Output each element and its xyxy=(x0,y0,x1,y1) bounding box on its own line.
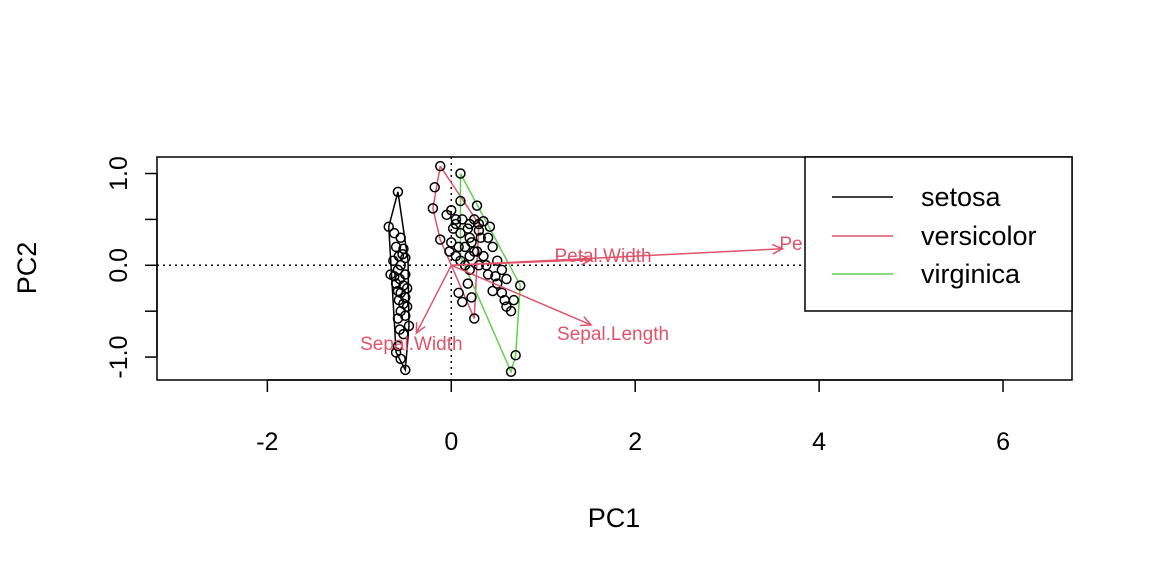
loading-label: Sepal.Length xyxy=(557,324,669,345)
point-virginica xyxy=(480,260,492,271)
x-tick-label: 4 xyxy=(812,428,826,456)
x-tick-label: 2 xyxy=(628,428,642,456)
loading-arrows: Petal.Width Pe Sepal.Length Sepal.Width xyxy=(360,234,802,355)
point-versicolor xyxy=(462,278,474,289)
point-virginica xyxy=(484,221,496,232)
loading-label: Sepal.Width xyxy=(360,334,462,355)
point-versicolor xyxy=(450,214,462,225)
point-setosa xyxy=(389,227,400,239)
point-setosa xyxy=(385,269,396,280)
y-axis-title: PC2 xyxy=(12,242,42,295)
point-versicolor xyxy=(457,214,468,225)
x-tick-label: -2 xyxy=(256,428,278,456)
hull-setosa xyxy=(387,191,410,373)
point-versicolor xyxy=(457,296,468,308)
point-virginica xyxy=(501,273,512,285)
point-setosa xyxy=(397,249,408,260)
data-points xyxy=(383,160,526,377)
point-virginica xyxy=(473,225,485,236)
x-axis: -2 0 2 4 6 xyxy=(256,379,1010,456)
point-setosa xyxy=(403,320,415,332)
legend-box xyxy=(804,156,1073,312)
point-virginica xyxy=(505,366,517,377)
loading-arrow-petal-length xyxy=(451,248,783,267)
point-versicolor xyxy=(427,203,439,214)
loading-arrow-sepal-width xyxy=(415,264,452,334)
legend-label-setosa: setosa xyxy=(921,182,1002,212)
legend-label-versicolor: versicolor xyxy=(921,221,1037,251)
arrowhead xyxy=(580,316,593,327)
point-setosa xyxy=(395,232,406,244)
point-setosa xyxy=(392,186,404,198)
point-setosa xyxy=(390,241,402,253)
point-setosa xyxy=(400,364,411,376)
legend-label-virginica: virginica xyxy=(921,259,1021,289)
x-tick-label: 0 xyxy=(444,428,458,456)
point-versicolor xyxy=(453,241,464,253)
point-virginica xyxy=(492,255,503,266)
point-versicolor xyxy=(462,223,474,234)
point-virginica xyxy=(496,287,508,299)
point-virginica xyxy=(471,246,483,257)
x-tick-label: 6 xyxy=(996,428,1010,456)
point-setosa xyxy=(400,310,411,322)
point-setosa xyxy=(383,221,394,232)
point-versicolor xyxy=(434,234,446,245)
y-tick-label: 0.0 xyxy=(105,248,133,283)
point-versicolor xyxy=(464,264,475,276)
hull-versicolor xyxy=(432,165,480,319)
point-virginica xyxy=(473,260,485,271)
point-versicolor xyxy=(455,227,466,239)
point-virginica xyxy=(499,294,510,306)
point-virginica xyxy=(505,305,517,317)
point-virginica xyxy=(466,237,477,248)
point-virginica xyxy=(482,232,494,244)
point-virginica xyxy=(487,241,498,253)
point-virginica xyxy=(510,349,521,361)
point-setosa xyxy=(390,278,402,289)
point-setosa xyxy=(395,353,406,365)
legend: setosa versicolor virginica xyxy=(804,156,1073,312)
point-setosa xyxy=(388,255,399,266)
point-virginica xyxy=(478,215,489,227)
point-versicolor xyxy=(446,204,457,216)
point-virginica xyxy=(508,294,520,306)
point-versicolor xyxy=(464,250,475,262)
point-virginica xyxy=(455,168,466,179)
point-virginica xyxy=(514,280,526,291)
point-virginica xyxy=(490,271,501,282)
point-setosa xyxy=(392,313,404,324)
point-versicolor xyxy=(469,313,480,324)
arrowhead xyxy=(580,254,593,266)
point-versicolor xyxy=(434,160,446,172)
point-versicolor xyxy=(453,287,464,299)
y-tick-label: 1.0 xyxy=(105,156,133,191)
point-setosa xyxy=(392,340,404,352)
arrowhead xyxy=(771,243,785,255)
point-virginica xyxy=(471,200,483,211)
loading-arrow-sepal-length xyxy=(450,264,592,326)
point-virginica xyxy=(496,264,508,276)
point-virginica xyxy=(487,285,498,297)
point-setosa xyxy=(398,328,409,340)
point-versicolor xyxy=(429,182,440,193)
point-versicolor xyxy=(455,195,466,207)
y-tick-label: -1.0 xyxy=(105,336,133,379)
point-versicolor xyxy=(466,292,477,303)
point-virginica xyxy=(464,218,475,230)
x-axis-title: PC1 xyxy=(588,503,641,533)
y-axis: -1.0 0.0 1.0 xyxy=(105,156,158,379)
loading-label: Petal.Width xyxy=(554,246,651,267)
arrowhead xyxy=(415,322,426,335)
point-virginica xyxy=(478,250,489,262)
loading-label: Pe xyxy=(779,234,802,255)
point-versicolor xyxy=(444,246,455,257)
point-virginica xyxy=(475,232,486,244)
